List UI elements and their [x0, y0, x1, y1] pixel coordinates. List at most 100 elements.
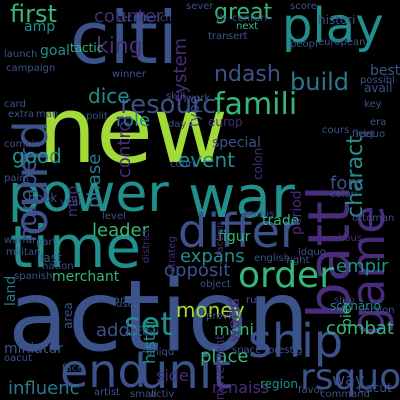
word-variou: variou [108, 295, 140, 306]
word-event: event [178, 148, 235, 172]
word-tactic: tactic [70, 41, 104, 55]
word-histori: histori [318, 13, 356, 27]
word-prestig: prestig [268, 345, 303, 356]
word-resourc: resourc [120, 90, 217, 120]
word-rule: rule [246, 295, 266, 306]
word-opposit: opposit [164, 260, 231, 281]
word-region: region [260, 377, 298, 391]
word-campaign: campaign [6, 63, 56, 74]
word-oacut: oacut [4, 353, 33, 364]
word-counter: counter [94, 6, 164, 27]
word-place: place [200, 346, 249, 367]
word-militari: militari [6, 247, 42, 258]
word-control: control [114, 115, 135, 178]
word-rsquo: rsquo [300, 357, 400, 398]
word-level: level [102, 211, 126, 222]
word-english: english [254, 253, 290, 264]
word-goal: goal [40, 43, 70, 59]
word-next: next [236, 21, 259, 32]
word-strateg: strateg [167, 236, 178, 272]
word-set: set [124, 305, 173, 343]
word-period: period [289, 190, 305, 235]
word-special: special [212, 135, 261, 151]
word-french: french [140, 13, 172, 24]
word-district: district [141, 228, 152, 263]
word-key: key [364, 99, 382, 110]
word-face: face [62, 363, 84, 374]
word-tran: tran [208, 31, 229, 42]
word-book: book [28, 191, 58, 205]
word-influenc: influenc [8, 378, 80, 399]
word-year: year [60, 197, 83, 208]
word-era: era [370, 117, 387, 128]
word-movement: movement [213, 335, 227, 400]
word-secret: secret [116, 13, 147, 24]
word-part: part [36, 237, 57, 248]
word-polit: polit [86, 111, 108, 122]
word-colon: colon [251, 147, 265, 180]
word-avail: avail [364, 81, 393, 95]
word-role: role [116, 110, 151, 131]
word-war: war [188, 163, 295, 231]
word-small: small [130, 389, 157, 400]
word-ldquo: ldquo [298, 247, 326, 258]
word-extra: extra [8, 109, 35, 120]
word-dice: dice [88, 84, 130, 108]
word-winner: winner [112, 69, 146, 80]
word-provinc: provinc [206, 311, 243, 322]
word-play: play [282, 0, 384, 54]
word-side: side [156, 366, 189, 385]
word-first: first [10, 0, 57, 28]
word-uniqu: uniqu [146, 347, 175, 358]
word-ship: ship [334, 295, 355, 306]
word-right: right [286, 255, 310, 266]
word-favor: favor [298, 385, 324, 396]
word-combin: combin [4, 139, 41, 150]
word-cours: cours [322, 125, 350, 136]
word-ship: ship [248, 314, 344, 368]
word-trade: trade [262, 213, 300, 229]
word-amp: amp [24, 19, 56, 35]
word-famili: famili [214, 87, 298, 122]
word-citi: citi [70, 0, 178, 80]
word-sever: sever [186, 1, 214, 12]
word-hous: hous [338, 233, 363, 244]
word-order: order [238, 255, 334, 296]
word-version: version [358, 305, 395, 316]
word-nation: nation [42, 261, 74, 272]
word-activ: activ [150, 389, 175, 400]
word-expans: expans [180, 246, 245, 267]
word-mani: mani [214, 320, 254, 339]
word-ndash: ndash [214, 62, 281, 87]
word-action: action [8, 260, 310, 374]
word-skill: skill [166, 91, 186, 102]
word-figur: figur [218, 229, 251, 245]
word-day: day [168, 119, 187, 130]
word-renaiss: renaiss [212, 378, 270, 397]
word-faction: faction [215, 221, 226, 256]
word-use: use [116, 299, 134, 310]
word-differ: differ [178, 204, 299, 258]
word-eacut: eacut [358, 381, 392, 395]
word-phase: phase [84, 153, 105, 208]
word-addit: addit [96, 320, 142, 341]
word-artist: artist [94, 387, 121, 398]
word-fleet: fleet [352, 129, 375, 140]
word-europ: europ [208, 115, 243, 129]
word-peopl: peopl [290, 39, 318, 50]
word-miniatur: miniatur [4, 341, 63, 357]
word-object: object [200, 279, 231, 290]
word-th: th [216, 13, 227, 24]
word-ottoman: ottoman [352, 213, 395, 224]
word-good: good [12, 144, 62, 168]
word-court: court [170, 159, 196, 170]
word-way: way [332, 370, 365, 389]
word-build: build [290, 68, 350, 96]
word-launch: launch [4, 49, 38, 60]
word-warfar: warfar [4, 235, 37, 246]
word-centuri: centuri [232, 13, 268, 24]
word-victori: victori [128, 327, 160, 338]
word-great: great [214, 0, 273, 25]
word-paint: paint [4, 173, 30, 184]
word-work: work [186, 93, 211, 104]
